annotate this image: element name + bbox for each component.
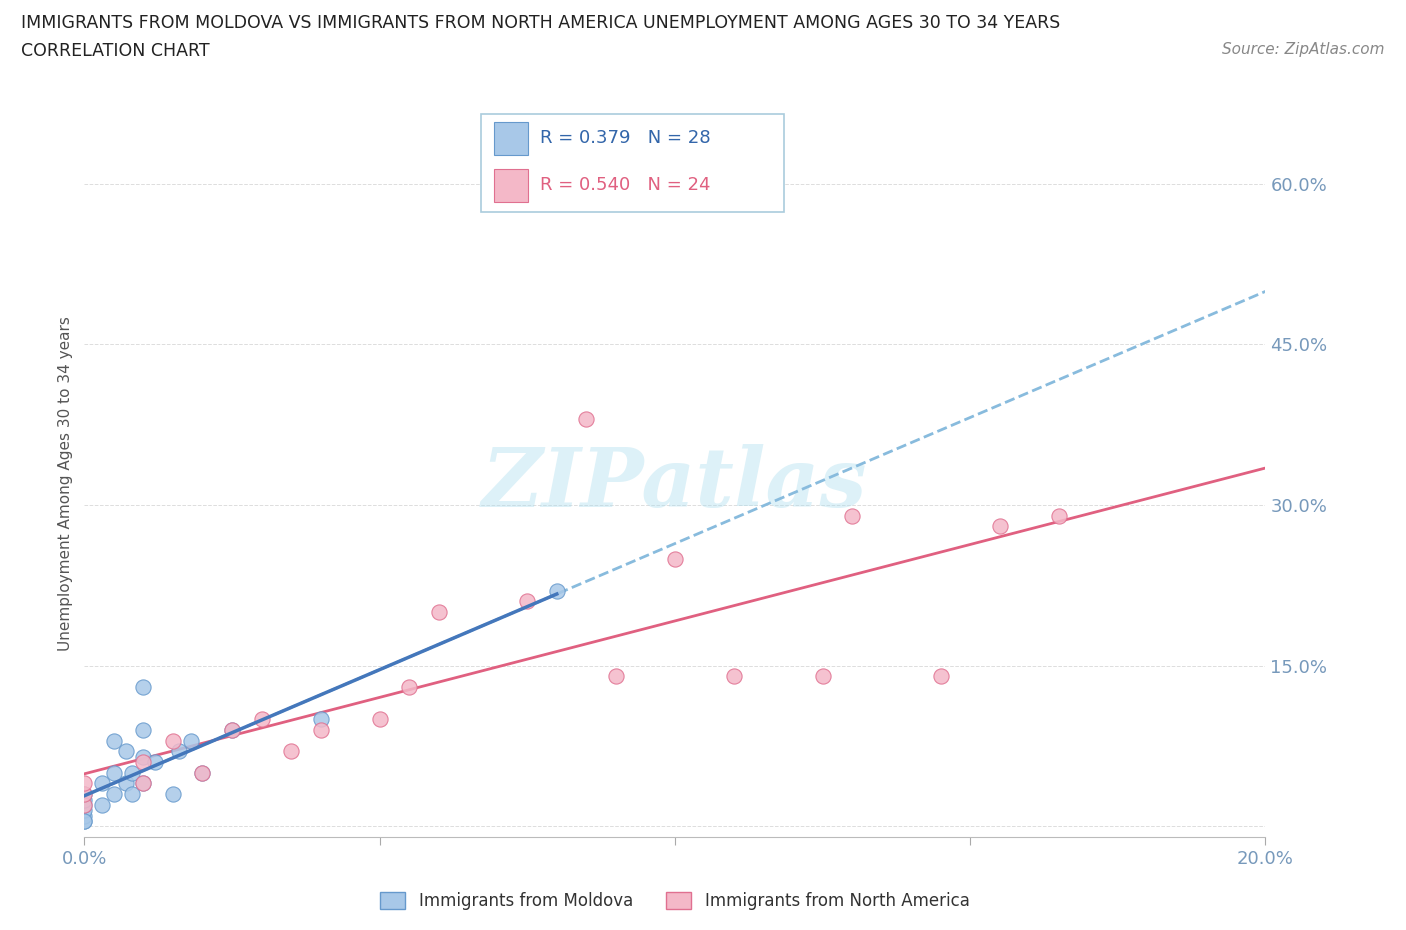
Point [91,797,114,812]
Point [132,754,155,769]
Point [221,723,243,737]
Point [121,765,143,780]
Point [73,814,96,829]
Point [280,744,302,759]
Point [723,669,745,684]
Point [132,776,155,790]
Text: ZIPatlas: ZIPatlas [482,444,868,524]
Point [841,509,863,524]
Text: CORRELATION CHART: CORRELATION CHART [21,42,209,60]
Point [73,776,96,790]
Point [73,797,96,812]
Point [103,787,125,802]
Point [605,669,627,684]
Point [114,744,136,759]
Point [167,744,190,759]
Point [1047,509,1070,524]
Point [811,669,834,684]
Point [73,808,96,823]
Point [73,803,96,817]
Point [132,776,155,790]
Point [121,787,143,802]
Point [516,594,538,609]
Point [427,604,450,619]
Point [191,765,214,780]
Point [73,787,96,802]
Point [309,711,332,726]
Text: R = 0.540   N = 24: R = 0.540 N = 24 [540,177,710,194]
Point [546,583,568,598]
Point [162,733,184,748]
Point [103,765,125,780]
Point [575,412,598,427]
Text: R = 0.379   N = 28: R = 0.379 N = 28 [540,129,710,147]
FancyBboxPatch shape [494,122,527,154]
Point [368,711,391,726]
Point [180,733,202,748]
FancyBboxPatch shape [481,113,785,212]
Point [73,792,96,807]
Point [132,750,155,764]
Point [398,680,420,695]
Point [250,711,273,726]
Point [103,733,125,748]
Point [132,680,155,695]
FancyBboxPatch shape [494,169,527,202]
Point [114,776,136,790]
Point [988,519,1011,534]
Point [91,776,114,790]
Point [132,723,155,737]
Point [664,551,686,566]
Point [73,797,96,812]
Text: Source: ZipAtlas.com: Source: ZipAtlas.com [1222,42,1385,57]
Point [143,754,166,769]
Point [73,814,96,829]
Point [191,765,214,780]
Text: IMMIGRANTS FROM MOLDOVA VS IMMIGRANTS FROM NORTH AMERICA UNEMPLOYMENT AMONG AGES: IMMIGRANTS FROM MOLDOVA VS IMMIGRANTS FR… [21,14,1060,32]
Legend: Immigrants from Moldova, Immigrants from North America: Immigrants from Moldova, Immigrants from… [374,885,976,917]
Point [309,723,332,737]
Point [162,787,184,802]
Point [221,723,243,737]
Point [929,669,952,684]
Y-axis label: Unemployment Among Ages 30 to 34 years: Unemployment Among Ages 30 to 34 years [58,316,73,651]
Point [73,787,96,802]
